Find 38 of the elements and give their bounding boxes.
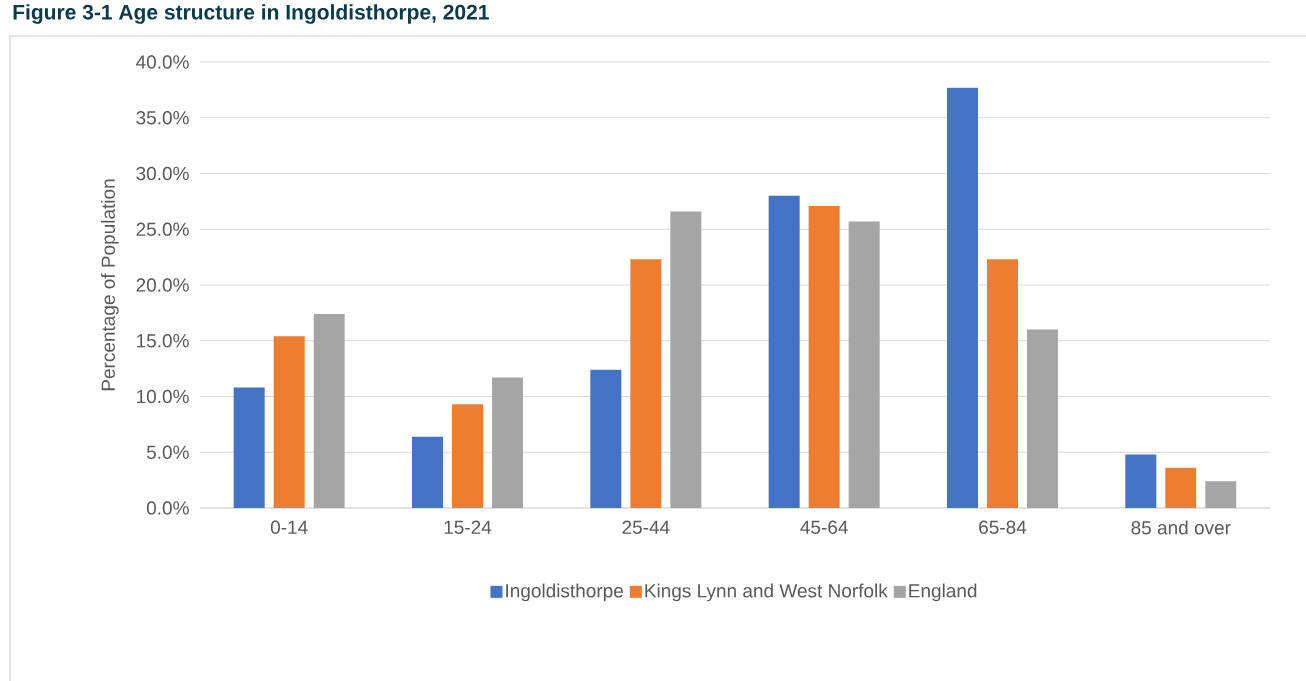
bar	[412, 436, 443, 508]
bar	[452, 404, 483, 508]
legend-label: Ingoldisthorpe	[506, 583, 623, 602]
bar	[1165, 467, 1197, 508]
legend-label: England	[909, 583, 977, 602]
bar	[1026, 329, 1058, 508]
y-tick-label: 10.0%	[137, 389, 189, 404]
bar	[808, 205, 840, 508]
y-tick-label: 15.0%	[137, 334, 189, 348]
y-axis-title: Percentage of Population	[101, 179, 119, 391]
y-tick-label: 0.0%	[146, 501, 189, 515]
x-tick-label: 25-44	[622, 520, 670, 534]
bar	[313, 313, 345, 508]
bar	[848, 221, 880, 508]
bar	[670, 211, 702, 508]
y-tick-label: 30.0%	[136, 166, 189, 181]
x-tick-label: 85 and over	[1131, 520, 1231, 535]
y-tick-label: 35.0%	[136, 111, 189, 125]
y-tick-label: 40.0%	[136, 55, 189, 69]
x-tick-label: 65-84	[979, 520, 1027, 534]
y-tick-label: 20.0%	[136, 278, 189, 292]
bar	[768, 195, 800, 508]
x-tick-label: 15-24	[444, 520, 492, 534]
bar	[986, 259, 1018, 508]
bar	[233, 387, 265, 508]
x-tick-label: 45-64	[800, 520, 848, 534]
bar	[1125, 454, 1157, 508]
bar	[273, 336, 305, 508]
y-tick-label: 5.0%	[146, 445, 189, 459]
y-tick-label: 25.0%	[136, 222, 189, 236]
bar	[946, 87, 978, 508]
bar	[492, 377, 523, 508]
bar	[590, 369, 622, 508]
bar	[1205, 481, 1237, 508]
x-tick-label: 0-14	[270, 520, 308, 534]
chart-title: Figure 3-1 Age structure in Ingoldisthorpe, 2021	[13, 4, 489, 24]
legend-label: Kings Lynn and West Norfolk	[645, 583, 888, 602]
bar	[630, 259, 662, 508]
